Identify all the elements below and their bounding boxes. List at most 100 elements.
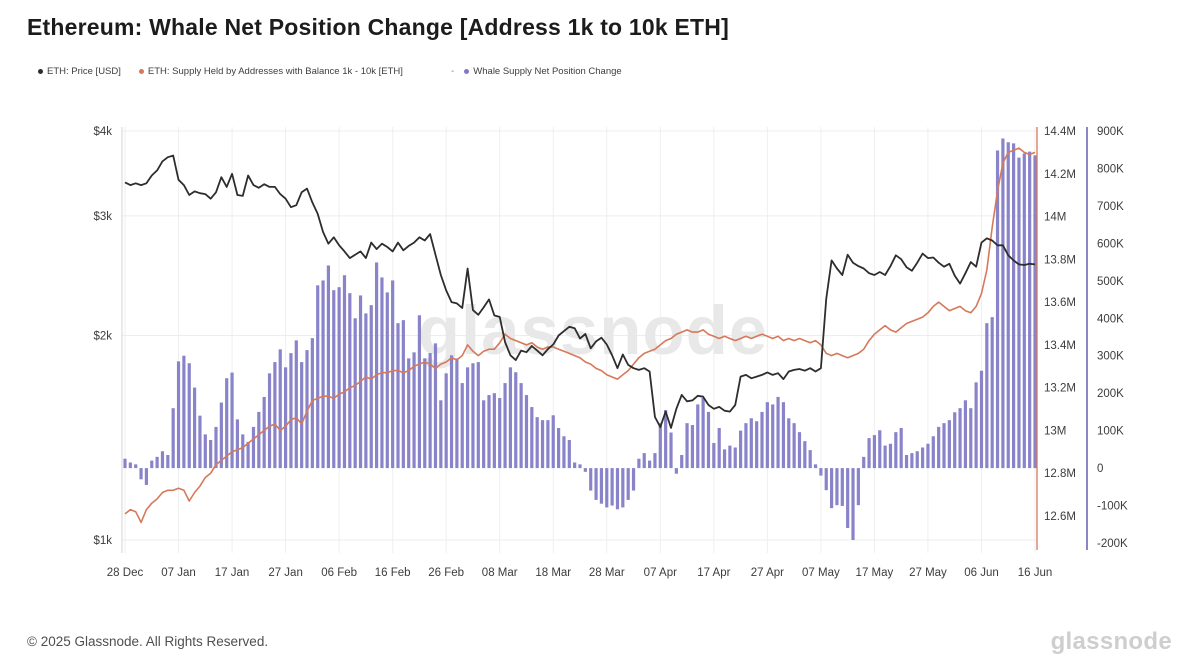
net-position-bar	[273, 362, 277, 469]
net-position-bar	[771, 404, 775, 469]
net-position-bar	[412, 352, 416, 469]
y-axis-supply-label: 13.4M	[1044, 340, 1076, 352]
net-position-bar	[680, 454, 684, 469]
net-position-bar	[803, 441, 807, 469]
net-position-bar	[134, 464, 138, 469]
net-position-bar	[417, 315, 422, 469]
x-axis-label: 18 Mar	[535, 567, 571, 579]
net-position-bar	[166, 454, 170, 469]
supply-line	[124, 147, 1036, 524]
net-position-bar	[289, 353, 293, 469]
net-position-bar	[985, 323, 989, 469]
net-position-bar	[455, 358, 459, 469]
net-position-bar	[508, 367, 513, 469]
net-position-bar	[979, 370, 984, 469]
x-axis-label: 27 Jan	[268, 567, 303, 579]
net-position-bar	[209, 440, 213, 469]
x-axis-label: 07 Apr	[644, 567, 677, 579]
net-position-bar	[433, 343, 438, 469]
net-position-bar	[524, 395, 529, 469]
net-position-bar	[744, 423, 748, 469]
net-position-bar	[128, 462, 132, 469]
net-position-bar	[556, 428, 561, 469]
net-position-bar	[144, 468, 149, 485]
net-position-bar	[915, 451, 919, 469]
net-position-bar	[937, 426, 941, 469]
net-position-bar	[851, 468, 855, 541]
legend-item-price[interactable]: ETH: Price [USD]	[38, 66, 121, 77]
net-position-bar	[931, 436, 935, 469]
net-position-bar	[155, 456, 159, 469]
net-position-bar	[482, 400, 486, 469]
net-position-bar	[567, 440, 571, 469]
net-position-bar	[605, 468, 609, 508]
net-position-bar	[872, 435, 877, 469]
net-position-bar	[642, 453, 646, 469]
y-axis-net-label: 200K	[1097, 388, 1124, 400]
legend-item-supply[interactable]: ETH: Supply Held by Addresses with Balan…	[138, 66, 403, 77]
x-axis-label: 07 May	[802, 567, 840, 579]
y-axis-net-label: -200K	[1097, 538, 1128, 550]
net-position-bar	[519, 383, 523, 469]
net-position-bar	[332, 290, 336, 469]
net-position-bar	[241, 434, 245, 469]
x-axis-label: 06 Jun	[964, 567, 999, 579]
net-position-bar	[1017, 157, 1021, 469]
net-position-bar	[326, 265, 331, 469]
y-axis-supply-label: 14.4M	[1044, 126, 1076, 138]
net-position-bar	[540, 420, 545, 469]
net-position-bar	[487, 395, 491, 469]
net-position-bar	[920, 447, 925, 469]
net-position-bar	[573, 462, 577, 469]
y-axis-price-label: $1k	[93, 535, 112, 547]
net-position-bar	[503, 383, 507, 469]
watermark-text: glassnode	[418, 292, 768, 369]
net-position-bar	[546, 420, 550, 469]
x-axis-label: 07 Jan	[161, 567, 196, 579]
net-position-bar	[1011, 143, 1016, 469]
net-position-bar	[401, 320, 405, 469]
net-position-bar	[995, 150, 1000, 469]
net-position-bar	[792, 423, 796, 469]
net-position-bar	[235, 419, 240, 469]
y-axis-price-label: $4k	[93, 126, 112, 138]
net-position-bar	[958, 408, 962, 469]
net-position-bar	[123, 458, 127, 469]
net-position-bar	[883, 445, 887, 469]
net-position-bar	[514, 372, 518, 469]
net-position-bar	[878, 430, 882, 469]
net-position-bar	[139, 468, 143, 480]
x-axis-label: 16 Feb	[375, 567, 411, 579]
net-position-bar	[225, 378, 229, 469]
net-position-bar	[1001, 138, 1005, 469]
net-position-bar	[583, 468, 587, 472]
y-axis-supply-label: 14.2M	[1044, 169, 1076, 181]
net-position-bar	[246, 441, 250, 469]
net-position-bar	[664, 410, 668, 469]
y-axis-net-label: 900K	[1097, 126, 1124, 138]
net-position-bar	[444, 373, 448, 469]
legend-item-net-position[interactable]: Whale Supply Net Position Change	[464, 66, 622, 77]
x-axis-label: 26 Feb	[428, 567, 464, 579]
net-position-bar	[385, 292, 389, 469]
net-position-bar	[926, 443, 930, 469]
net-position-bar	[449, 355, 454, 469]
net-position-bar	[535, 417, 539, 469]
net-position-legend-dot-icon	[464, 69, 470, 74]
net-position-bar	[722, 449, 727, 469]
net-position-bar	[942, 423, 946, 469]
x-axis-label: 27 May	[909, 567, 947, 579]
y-axis-supply-label: 13.6M	[1044, 297, 1076, 309]
net-position-bar	[578, 464, 582, 469]
y-axis-supply-label: 14M	[1044, 212, 1066, 224]
net-position-bar	[787, 418, 791, 469]
net-position-bar	[781, 402, 786, 469]
net-position-bar	[819, 468, 823, 476]
supply-legend-dot-icon	[138, 69, 144, 74]
net-position-bar	[829, 468, 834, 509]
net-position-bar	[219, 402, 223, 469]
net-position-bar	[471, 363, 475, 469]
net-position-bar	[267, 373, 272, 469]
